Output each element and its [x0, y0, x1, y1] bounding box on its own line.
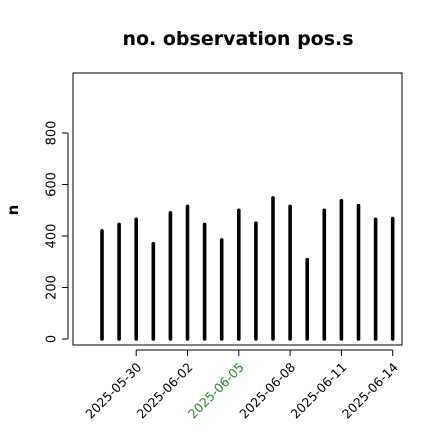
y-axis-label: n	[4, 205, 22, 216]
plot-frame	[72, 72, 403, 346]
x-axis: 2025-05-302025-06-022025-06-052025-06-08…	[82, 349, 401, 421]
y-axis: 0 200 400 600 800	[45, 121, 69, 343]
chart-title: no. observation pos.s	[122, 28, 353, 50]
y-tick-label: 800	[45, 121, 60, 146]
y-tick-label: 0	[45, 335, 60, 343]
y-tick-label: 600	[45, 172, 60, 197]
bars	[100, 196, 395, 341]
y-tick-label: 400	[45, 224, 60, 249]
y-tick-label: 200	[45, 275, 60, 300]
